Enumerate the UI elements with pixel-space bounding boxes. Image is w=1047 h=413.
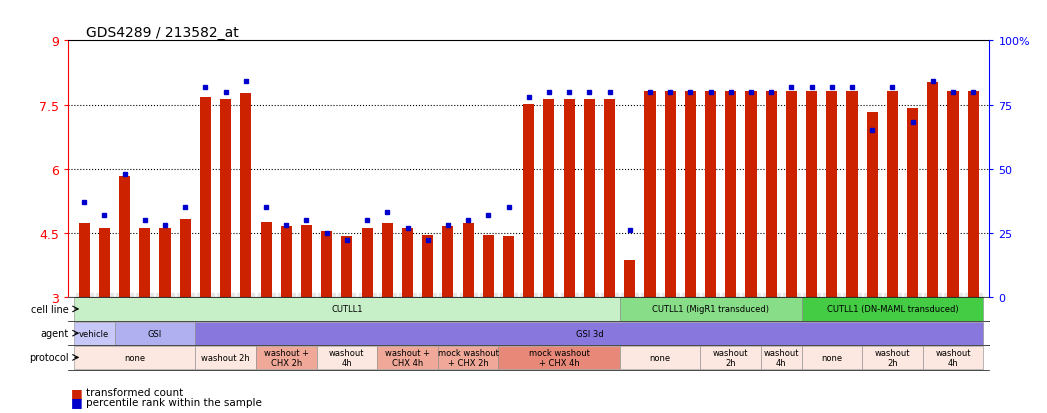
Bar xyxy=(563,100,575,297)
Text: CUTLL1 (MigR1 transduced): CUTLL1 (MigR1 transduced) xyxy=(652,305,770,313)
Bar xyxy=(159,228,171,297)
Bar xyxy=(98,228,110,297)
Bar xyxy=(377,346,438,369)
Bar xyxy=(281,227,292,297)
Bar xyxy=(644,92,655,297)
Bar xyxy=(624,261,636,297)
Bar xyxy=(786,92,797,297)
Bar xyxy=(826,92,838,297)
Text: washout
2h: washout 2h xyxy=(713,348,749,367)
Bar xyxy=(726,92,736,297)
Text: ■: ■ xyxy=(71,395,83,408)
Text: washout +
CHX 4h: washout + CHX 4h xyxy=(385,348,430,367)
Bar xyxy=(867,113,877,297)
Bar xyxy=(119,177,130,297)
Text: GSI: GSI xyxy=(148,329,162,338)
Bar xyxy=(74,346,196,369)
Bar xyxy=(862,346,922,369)
Text: washout
4h: washout 4h xyxy=(329,348,364,367)
Text: GSI 3d: GSI 3d xyxy=(576,329,603,338)
Bar xyxy=(241,93,251,297)
Bar xyxy=(422,235,433,297)
Bar xyxy=(321,232,332,297)
Bar xyxy=(255,346,316,369)
Bar xyxy=(483,235,494,297)
Bar xyxy=(620,346,700,369)
Text: mock washout
+ CHX 4h: mock washout + CHX 4h xyxy=(529,348,589,367)
Text: transformed count: transformed count xyxy=(86,387,183,397)
Bar xyxy=(114,322,196,345)
Bar xyxy=(802,298,983,321)
Bar xyxy=(74,322,114,345)
Bar xyxy=(438,346,498,369)
Bar xyxy=(907,109,918,297)
Bar xyxy=(79,224,90,297)
Bar xyxy=(928,83,938,297)
Bar xyxy=(443,227,453,297)
Bar xyxy=(584,100,595,297)
Text: mock washout
+ CHX 2h: mock washout + CHX 2h xyxy=(438,348,498,367)
Bar xyxy=(382,224,393,297)
Text: washout 2h: washout 2h xyxy=(201,353,250,362)
Bar xyxy=(524,104,534,297)
Bar xyxy=(463,224,473,297)
Bar xyxy=(705,92,716,297)
Text: ■: ■ xyxy=(71,386,83,399)
Bar xyxy=(300,225,312,297)
Text: CUTLL1 (DN-MAML transduced): CUTLL1 (DN-MAML transduced) xyxy=(827,305,958,313)
Bar xyxy=(948,92,959,297)
Bar xyxy=(503,237,514,297)
Bar xyxy=(543,100,555,297)
Bar xyxy=(700,346,761,369)
Text: percentile rank within the sample: percentile rank within the sample xyxy=(86,397,262,407)
Text: vehicle: vehicle xyxy=(80,329,110,338)
Text: cell line: cell line xyxy=(31,304,69,314)
Text: GDS4289 / 213582_at: GDS4289 / 213582_at xyxy=(87,26,239,40)
Text: CUTLL1: CUTLL1 xyxy=(331,305,362,313)
Bar xyxy=(806,92,817,297)
Bar xyxy=(261,223,271,297)
Bar xyxy=(196,322,983,345)
Bar xyxy=(220,100,231,297)
Bar xyxy=(200,97,211,297)
Bar xyxy=(761,346,802,369)
Bar xyxy=(180,219,191,297)
Bar xyxy=(74,298,620,321)
Bar xyxy=(967,92,979,297)
Bar xyxy=(846,92,857,297)
Text: protocol: protocol xyxy=(29,353,69,363)
Text: washout
4h: washout 4h xyxy=(935,348,971,367)
Bar xyxy=(802,346,862,369)
Bar xyxy=(922,346,983,369)
Bar xyxy=(665,92,675,297)
Bar xyxy=(887,92,898,297)
Bar xyxy=(745,92,757,297)
Text: none: none xyxy=(821,353,843,362)
Bar xyxy=(498,346,620,369)
Text: washout
2h: washout 2h xyxy=(874,348,910,367)
Bar xyxy=(685,92,696,297)
Text: washout +
CHX 2h: washout + CHX 2h xyxy=(264,348,309,367)
Bar xyxy=(765,92,777,297)
Text: none: none xyxy=(125,353,146,362)
Bar xyxy=(361,228,373,297)
Bar xyxy=(316,346,377,369)
Bar xyxy=(341,237,353,297)
Bar xyxy=(196,346,255,369)
Text: agent: agent xyxy=(41,328,69,338)
Bar xyxy=(402,228,414,297)
Bar xyxy=(139,228,151,297)
Text: none: none xyxy=(649,353,671,362)
Bar xyxy=(620,298,802,321)
Text: washout
4h: washout 4h xyxy=(763,348,799,367)
Bar xyxy=(604,100,616,297)
